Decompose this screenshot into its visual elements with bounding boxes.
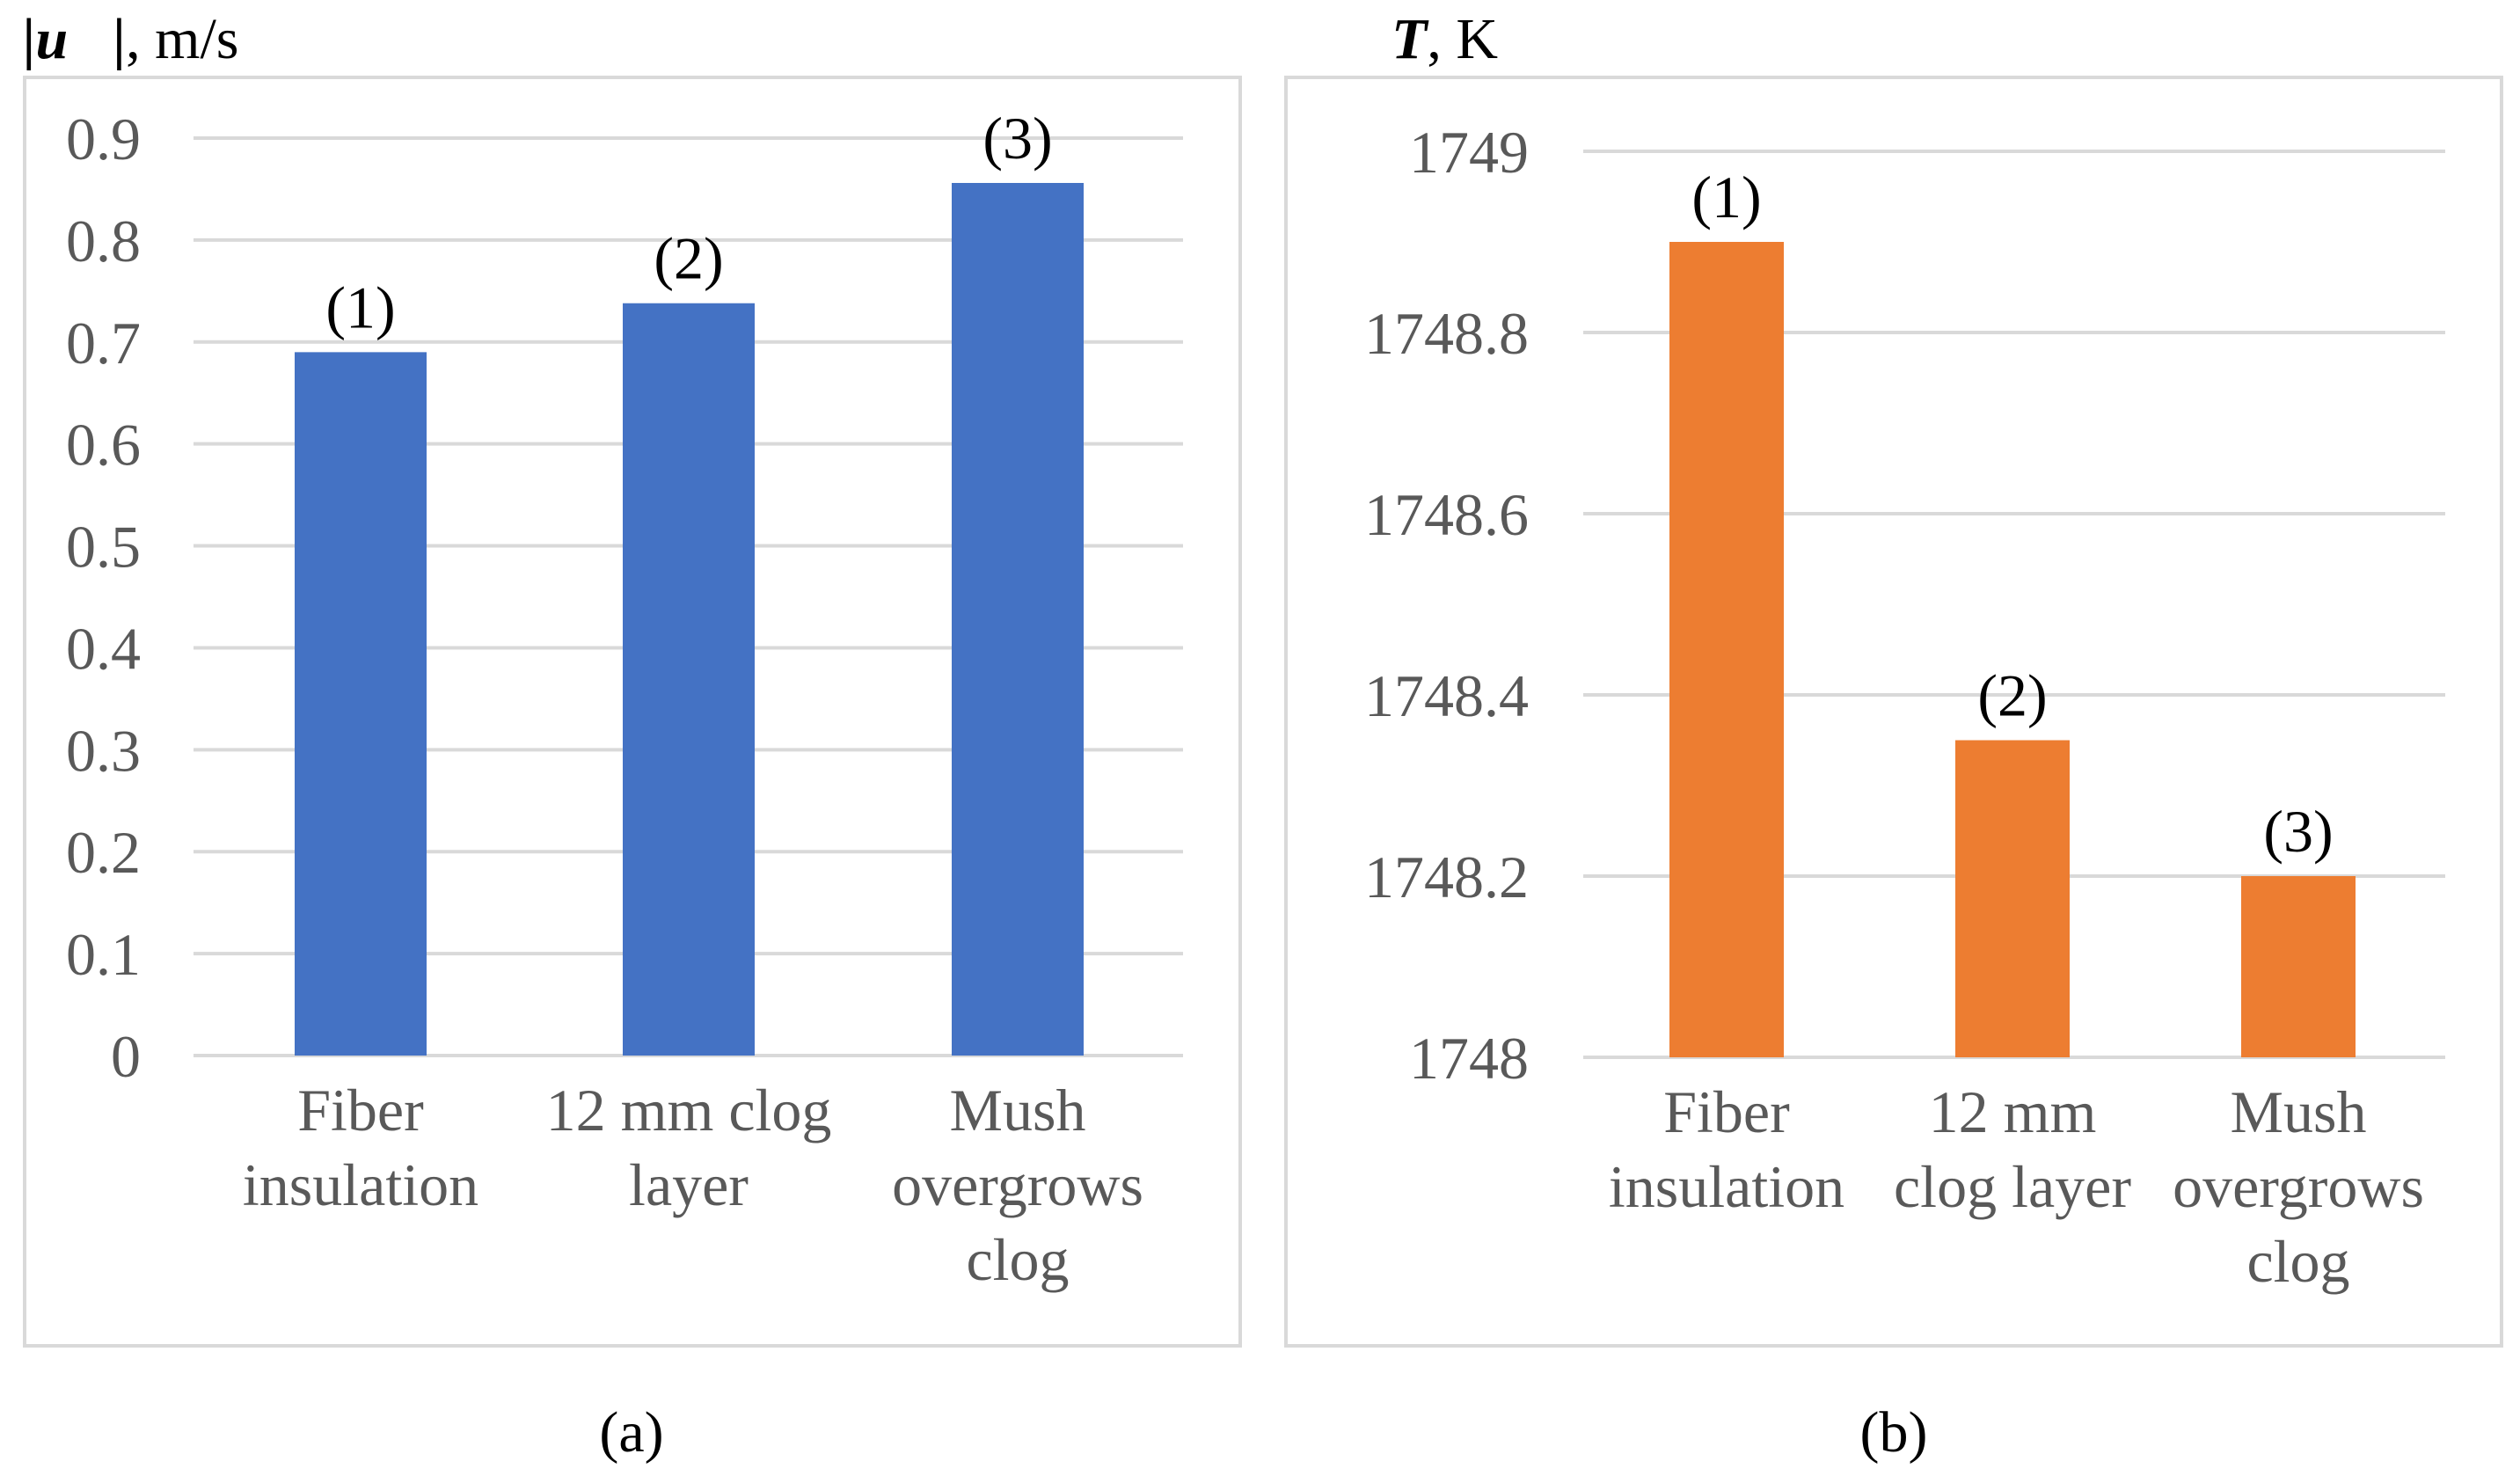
bar-data-label: (3) — [2263, 798, 2333, 865]
bar-data-label: (2) — [1977, 662, 2047, 729]
x-category-label: Fiber insulation — [1609, 1078, 1844, 1220]
chart-b-frame — [1284, 76, 2503, 1348]
chart-b-ylabel-unit: , K — [1427, 7, 1498, 71]
chart-a: 0 0.1 0.2 0.3 0.4 0.5 0.6 0.7 0.8 0.9 (1) Fiber insu… — [66, 105, 1183, 1293]
chart-b-ylabel-var: T — [1391, 7, 1429, 71]
panel-label-b: (b) — [1860, 1400, 1928, 1465]
bar — [295, 352, 427, 1056]
chart-a-ylabel-unit: , m/s — [126, 7, 238, 71]
bar-data-label: (1) — [1691, 164, 1761, 230]
y-tick-label: 0.5 — [66, 514, 141, 581]
panel-label-a: (a) — [599, 1400, 663, 1465]
y-tick-label: 0.3 — [66, 717, 141, 784]
bar — [952, 182, 1084, 1056]
x-category-line: insulation — [1609, 1153, 1844, 1220]
x-category-label: 12 mm clog layer — [546, 1077, 832, 1218]
y-tick-label: 0.2 — [66, 819, 141, 886]
x-category-line: clog — [966, 1226, 1069, 1293]
y-tick-label: 0.7 — [66, 310, 141, 376]
x-category-label: 12 mm clog layer — [1894, 1078, 2131, 1220]
x-category-line: clog — [2246, 1228, 2349, 1295]
y-tick-label: 1748.2 — [1364, 844, 1529, 910]
x-category-line: insulation — [243, 1151, 478, 1218]
x-category-line: Fiber — [1663, 1078, 1790, 1145]
chart-b: 1748 1748.2 1748.4 1748.6 1748.8 1749 (1) Fiber… — [1364, 119, 2445, 1295]
x-category-line: 12 mm — [1929, 1078, 2097, 1145]
y-tick-label: 0.8 — [66, 208, 141, 274]
x-category-line: Mush — [2231, 1078, 2367, 1145]
y-tick-label: 0.4 — [66, 615, 141, 682]
y-tick-label: 1748.6 — [1364, 481, 1529, 548]
bar — [1955, 740, 2070, 1057]
bar-data-label: (1) — [325, 274, 395, 340]
x-category-line: overgrows — [892, 1151, 1143, 1218]
y-tick-label: 0.9 — [66, 106, 141, 172]
y-tick-label: 1748.4 — [1364, 662, 1529, 729]
y-tick-label: 1748.8 — [1364, 300, 1529, 367]
chart-a-ylabel: |u⃗|, m/s — [23, 7, 238, 71]
x-category-label: Mush overgrows clog — [2173, 1078, 2424, 1295]
x-category-line: overgrows — [2173, 1153, 2424, 1220]
y-tick-label: 0.1 — [66, 921, 141, 988]
x-category-label: Mush overgrows clog — [892, 1077, 1143, 1293]
y-tick-label: 1748 — [1409, 1025, 1529, 1092]
y-tick-label: 0.6 — [66, 412, 141, 479]
bar-data-label: (2) — [654, 225, 723, 292]
chart-b-ylabel: T, K — [1391, 7, 1498, 71]
x-category-label: Fiber insulation — [243, 1077, 478, 1218]
bar-data-label: (3) — [982, 105, 1052, 172]
bar — [623, 303, 755, 1056]
x-category-line: 12 mm clog — [546, 1077, 832, 1144]
bar — [1669, 242, 1784, 1057]
bar — [2241, 876, 2356, 1057]
x-category-line: Fiber — [297, 1077, 424, 1144]
chart-a-ylabel-var: |u⃗| — [23, 7, 126, 71]
y-tick-label: 1749 — [1409, 119, 1529, 186]
x-category-line: layer — [629, 1151, 749, 1218]
x-category-line: clog layer — [1894, 1153, 2131, 1220]
y-tick-label: 0 — [111, 1023, 141, 1090]
x-category-line: Mush — [950, 1077, 1086, 1144]
